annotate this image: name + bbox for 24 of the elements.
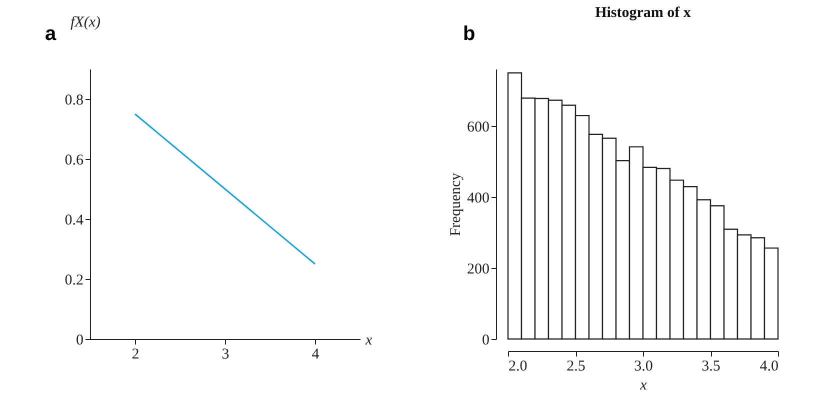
x-tick-label: 3.0 bbox=[634, 358, 653, 374]
x-tick-label: 4.0 bbox=[760, 358, 778, 374]
text: b bbox=[463, 23, 476, 45]
x-tick-label: 3 bbox=[222, 346, 230, 362]
y-tick-label: 0.4 bbox=[64, 212, 84, 228]
x-tick-label: 2.0 bbox=[508, 358, 528, 374]
x-tick-label: 3.5 bbox=[702, 358, 720, 374]
x-axis-title: x bbox=[364, 332, 372, 348]
y-tick-label: 0 bbox=[76, 332, 84, 348]
text: a bbox=[45, 23, 57, 45]
y-tick-label: 0 bbox=[482, 332, 490, 348]
y-tick-label: 400 bbox=[467, 190, 490, 206]
x-tick-label: 2.5 bbox=[566, 358, 586, 374]
y-tick-label: 0.8 bbox=[64, 92, 84, 108]
y-axis-title: Frequency bbox=[448, 172, 464, 236]
y-axis-title: fX(x) bbox=[70, 14, 100, 30]
y-tick-label: 200 bbox=[467, 261, 490, 278]
x-tick-label: 4 bbox=[312, 346, 320, 362]
x-axis-title: x bbox=[639, 378, 648, 394]
y-tick-label: 0.6 bbox=[64, 152, 84, 168]
y-tick-label: 600 bbox=[467, 119, 490, 136]
chart-title: Histogram of x bbox=[595, 5, 692, 21]
x-tick-label: 2 bbox=[132, 346, 140, 362]
y-tick-label: 0.2 bbox=[64, 272, 84, 288]
